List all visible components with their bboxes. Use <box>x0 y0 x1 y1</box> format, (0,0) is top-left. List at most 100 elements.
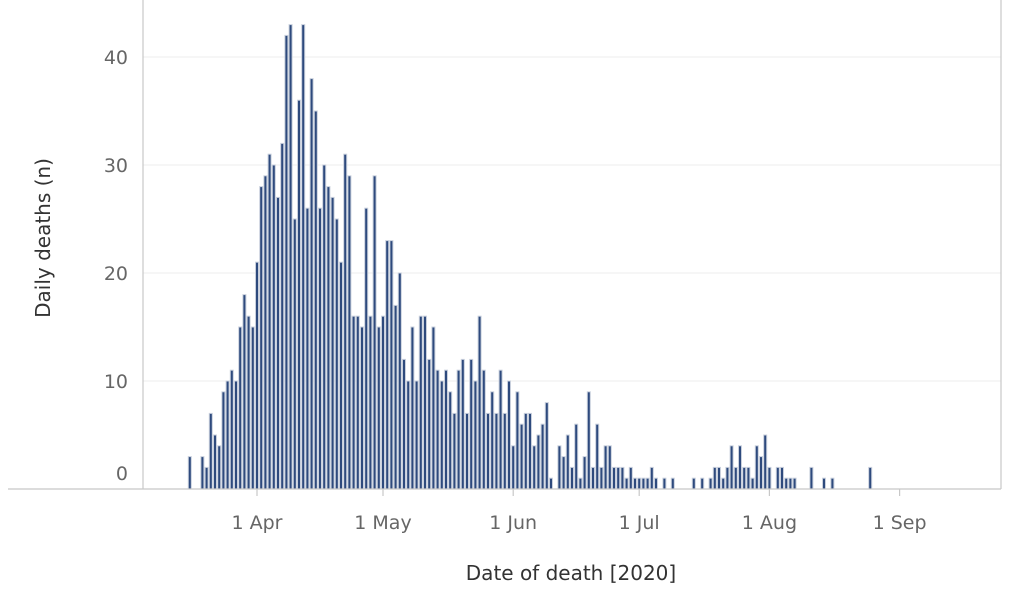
x-tick-label: 1 Jun <box>489 512 537 534</box>
bar <box>780 466 784 490</box>
bar <box>280 142 285 490</box>
bar <box>822 477 826 490</box>
bar <box>263 175 268 490</box>
bar <box>620 466 625 490</box>
bar <box>318 207 322 490</box>
bar <box>427 358 432 490</box>
bar <box>271 164 276 490</box>
bar <box>544 402 549 490</box>
bar <box>213 434 217 490</box>
bar <box>746 466 751 490</box>
bar <box>284 34 289 490</box>
bar <box>439 380 444 490</box>
axes <box>8 0 1002 490</box>
bar <box>435 369 440 490</box>
bar <box>330 196 335 490</box>
bar <box>599 466 604 490</box>
bar <box>532 445 537 490</box>
bar <box>519 423 524 490</box>
bar <box>549 477 553 490</box>
bar <box>431 326 436 490</box>
bar <box>733 466 738 490</box>
bar <box>187 456 192 490</box>
bar <box>729 445 734 490</box>
bar <box>234 380 238 490</box>
bar <box>250 326 255 490</box>
bar <box>641 477 646 490</box>
bar <box>414 380 419 490</box>
bar <box>225 380 230 490</box>
bar <box>767 466 772 490</box>
bar <box>670 477 675 490</box>
bar <box>381 315 385 490</box>
bar <box>351 315 356 490</box>
bar <box>418 315 423 490</box>
bar <box>393 304 398 490</box>
bar <box>360 326 364 490</box>
bar <box>654 477 658 490</box>
y-tick-label: 0 <box>116 463 128 485</box>
bar <box>502 412 507 490</box>
bar <box>784 477 789 490</box>
bar <box>326 186 331 490</box>
bar <box>372 175 377 490</box>
bar <box>305 207 310 490</box>
bar <box>301 24 306 490</box>
bar <box>721 477 726 490</box>
y-tick-label: 20 <box>104 263 128 285</box>
bar <box>595 423 600 490</box>
bar <box>628 466 633 490</box>
bar <box>662 477 667 490</box>
bar <box>423 315 427 490</box>
bar <box>775 466 780 490</box>
bar <box>490 391 495 490</box>
bar <box>742 466 747 490</box>
x-axis-title: Date of death [2020] <box>466 561 676 585</box>
bar <box>523 412 528 490</box>
bar <box>486 412 490 490</box>
bar <box>238 326 243 490</box>
bar <box>208 412 213 490</box>
bar <box>561 456 566 490</box>
bar <box>309 78 314 490</box>
bar <box>507 380 511 490</box>
bar <box>633 477 637 490</box>
bar <box>725 466 730 490</box>
bar <box>540 423 545 490</box>
bar <box>763 434 768 490</box>
bar <box>637 477 642 490</box>
bar <box>444 369 448 490</box>
bar <box>578 477 583 490</box>
bar <box>364 207 369 490</box>
bars <box>187 24 873 490</box>
bar <box>754 445 759 490</box>
bar <box>738 445 742 490</box>
bar <box>368 315 373 490</box>
gridlines <box>143 56 1001 382</box>
bar <box>649 466 654 490</box>
y-axis-title: Daily deaths (n) <box>31 158 55 318</box>
bar <box>339 261 343 490</box>
y-tick-label: 10 <box>104 371 128 393</box>
bar <box>347 175 352 490</box>
bar <box>515 391 520 490</box>
bar <box>750 477 755 490</box>
bar <box>200 456 205 490</box>
bar <box>452 412 457 490</box>
bar <box>868 466 873 490</box>
bar <box>448 391 453 490</box>
bar <box>267 153 272 490</box>
bar <box>624 477 629 490</box>
y-tick-label: 40 <box>104 47 128 69</box>
x-tick-label: 1 Aug <box>742 512 797 534</box>
bar <box>494 412 499 490</box>
bar <box>204 466 209 490</box>
bar <box>288 24 293 490</box>
bar <box>376 326 381 490</box>
bar <box>603 445 608 490</box>
bar <box>511 445 516 490</box>
bar <box>717 466 721 490</box>
bar <box>607 445 612 490</box>
bar <box>389 240 394 490</box>
